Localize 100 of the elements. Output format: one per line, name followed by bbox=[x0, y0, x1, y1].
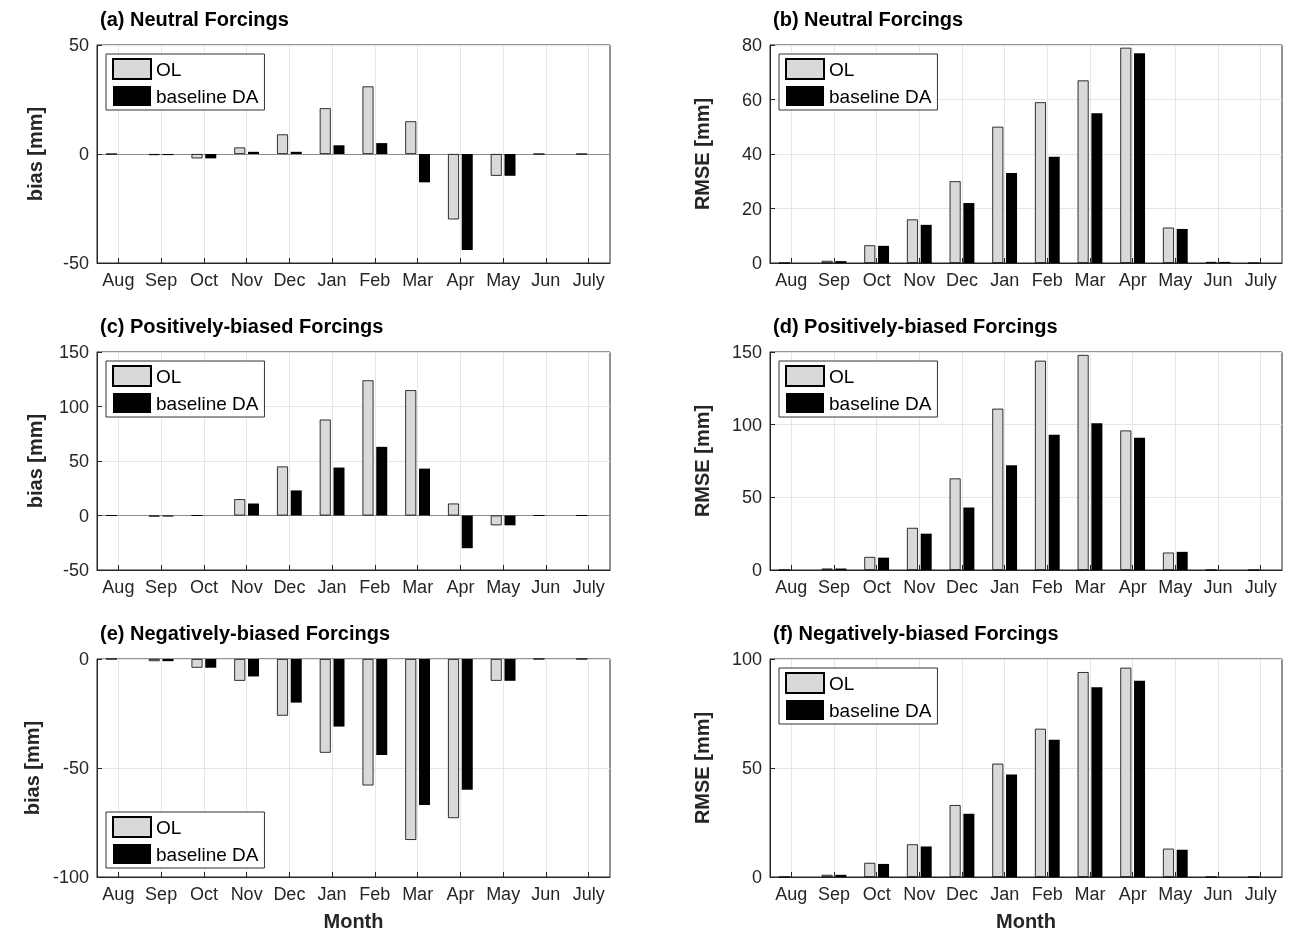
y-tick-label: 100 bbox=[731, 649, 762, 669]
bar bbox=[419, 468, 430, 516]
bar bbox=[878, 557, 890, 570]
bar bbox=[277, 134, 288, 154]
bar bbox=[963, 507, 975, 570]
x-tick-label: Jan bbox=[990, 577, 1020, 597]
y-axis-title: bias [mm] bbox=[24, 413, 46, 509]
bar bbox=[490, 515, 502, 526]
bar bbox=[920, 224, 932, 263]
bar bbox=[448, 154, 459, 220]
legend-label: OL bbox=[829, 58, 855, 80]
bar bbox=[1162, 848, 1174, 877]
bar bbox=[949, 805, 961, 877]
y-tick-label: -50 bbox=[62, 253, 89, 273]
bar bbox=[1034, 102, 1046, 263]
bar bbox=[963, 813, 975, 877]
x-tick-label: May bbox=[486, 884, 521, 904]
x-tick-label: Jan bbox=[990, 270, 1020, 290]
y-tick-label: 100 bbox=[731, 414, 762, 435]
x-tick-label: Apr bbox=[1118, 577, 1147, 597]
x-tick-label: Aug bbox=[775, 577, 808, 597]
bar bbox=[333, 467, 345, 516]
y-tick-label: 150 bbox=[58, 342, 89, 362]
bar bbox=[1034, 360, 1046, 570]
x-tick-label: Nov bbox=[903, 270, 936, 290]
bar bbox=[448, 503, 459, 516]
bar bbox=[906, 844, 918, 877]
legend-label: OL bbox=[156, 365, 182, 387]
x-tick-label: Oct bbox=[189, 270, 218, 290]
x-tick-label: Feb bbox=[359, 577, 391, 597]
bar bbox=[920, 533, 932, 570]
bar bbox=[864, 862, 876, 877]
y-tick-label: 50 bbox=[741, 758, 762, 778]
x-tick-label: Apr bbox=[1118, 884, 1147, 904]
y-tick-label: 80 bbox=[741, 35, 762, 55]
bar bbox=[920, 846, 932, 877]
bar bbox=[376, 143, 388, 154]
x-tick-label: May bbox=[486, 270, 521, 290]
x-tick-label: Dec bbox=[273, 270, 306, 290]
bar bbox=[963, 203, 975, 263]
y-tick-label: 60 bbox=[741, 89, 762, 110]
bar bbox=[319, 419, 331, 516]
x-tick-label: Dec bbox=[945, 577, 979, 597]
chart-title: (a) Neutral Forcings bbox=[100, 8, 289, 30]
bar bbox=[1091, 687, 1103, 877]
x-tick-label: Mar bbox=[1074, 270, 1106, 290]
bar bbox=[362, 380, 374, 516]
legend-label: OL bbox=[156, 58, 182, 80]
bar bbox=[205, 154, 217, 159]
y-tick-label: -100 bbox=[52, 867, 89, 887]
chart-title: (b) Neutral Forcings bbox=[773, 8, 964, 30]
x-tick-label: Mar bbox=[402, 884, 434, 904]
bar bbox=[1077, 354, 1089, 570]
x-tick-label: Jun bbox=[531, 270, 561, 290]
x-tick-label: May bbox=[1158, 577, 1193, 597]
y-tick-label: 20 bbox=[741, 198, 762, 219]
legend-label: baseline DA bbox=[829, 699, 932, 721]
bar bbox=[277, 466, 288, 516]
x-tick-label: Feb bbox=[1031, 270, 1063, 290]
y-tick-label: 100 bbox=[58, 396, 89, 417]
bar bbox=[234, 499, 246, 516]
bar bbox=[1006, 465, 1018, 570]
legend-label: baseline DA bbox=[156, 392, 259, 414]
bar bbox=[1034, 728, 1046, 877]
bar bbox=[319, 108, 331, 154]
bar bbox=[1134, 53, 1146, 263]
y-tick-label: 0 bbox=[78, 649, 89, 669]
x-tick-label: Aug bbox=[102, 884, 135, 904]
y-tick-label: 150 bbox=[731, 342, 762, 362]
bar bbox=[1048, 434, 1060, 570]
x-tick-label: Mar bbox=[1074, 577, 1106, 597]
bar bbox=[1176, 228, 1188, 263]
x-tick-label: Jun bbox=[531, 577, 561, 597]
x-tick-label: Sep bbox=[817, 577, 851, 597]
legend-label: baseline DA bbox=[829, 85, 932, 107]
y-tick-label: 0 bbox=[751, 867, 762, 887]
bar bbox=[405, 390, 417, 516]
x-tick-label: Nov bbox=[903, 577, 936, 597]
y-tick-label: 0 bbox=[751, 560, 762, 580]
bar bbox=[864, 556, 876, 570]
legend-label: OL bbox=[829, 365, 855, 387]
y-tick-label: 50 bbox=[68, 35, 89, 55]
x-tick-label: Mar bbox=[402, 270, 434, 290]
bar bbox=[248, 151, 259, 154]
y-axis-title: RMSE [mm] bbox=[691, 711, 713, 825]
x-tick-label: Feb bbox=[1031, 577, 1063, 597]
bar bbox=[248, 503, 259, 516]
x-tick-label: Jan bbox=[317, 270, 347, 290]
x-tick-label: Aug bbox=[102, 270, 135, 290]
x-tick-label: Apr bbox=[446, 577, 475, 597]
x-tick-label: Sep bbox=[145, 270, 178, 290]
x-tick-label: July bbox=[572, 884, 605, 904]
x-tick-label: Dec bbox=[945, 884, 979, 904]
bar bbox=[992, 763, 1004, 877]
x-tick-label: Feb bbox=[359, 270, 391, 290]
bar bbox=[1091, 113, 1103, 263]
bar bbox=[1048, 739, 1060, 877]
bar bbox=[362, 86, 374, 154]
legend-label: baseline DA bbox=[156, 843, 259, 865]
x-tick-label: Oct bbox=[189, 884, 218, 904]
